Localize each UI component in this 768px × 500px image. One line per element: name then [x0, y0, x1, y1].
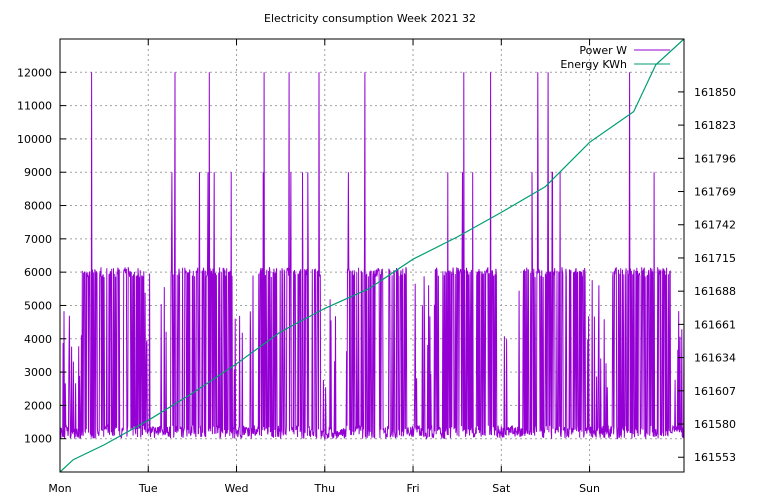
y-right-tick-label: 161796 — [694, 152, 736, 165]
x-tick-label: Sat — [492, 482, 511, 495]
y-left-tick-label: 9000 — [24, 166, 52, 179]
chart-title: Electricity consumption Week 2021 32 — [264, 12, 476, 25]
y-right-tick-label: 161580 — [694, 418, 736, 431]
y-left-tick-label: 6000 — [24, 266, 52, 279]
y-left-tick-label: 4000 — [24, 333, 52, 346]
y-right-tick-label: 161634 — [694, 352, 736, 365]
y-right-tick-label: 161553 — [694, 451, 736, 464]
y-left-tick-label: 11000 — [17, 100, 52, 113]
x-tick-label: Wed — [225, 482, 249, 495]
y-right-tick-label: 161742 — [694, 219, 736, 232]
x-tick-label: Fri — [406, 482, 419, 495]
y-left-tick-label: 1000 — [24, 433, 52, 446]
plot-frame — [59, 38, 685, 473]
y-right-tick-label: 161661 — [694, 318, 736, 331]
legend: Power W Energy KWh — [560, 44, 670, 71]
legend-label-power: Power W — [579, 44, 627, 57]
x-tick-label: Thu — [313, 482, 335, 495]
y-axis-left: 1000 2000 3000 4000 5000 6000 7000 8000 9000 1000… — [17, 66, 66, 446]
series-line-energy — [59, 38, 685, 473]
x-axis: Mon Tue Wed Thu Fri Sat Sun — [48, 39, 600, 495]
y-right-tick-label: 161769 — [694, 186, 736, 199]
x-tick-label: Tue — [138, 482, 158, 495]
y-left-tick-label: 7000 — [24, 233, 52, 246]
x-tick-label: Sun — [579, 482, 600, 495]
x-tick-label: Mon — [48, 482, 71, 495]
y-left-tick-label: 12000 — [17, 66, 52, 79]
y-axis-right: 161553 161580 161607 161634 161661 161688 1617… — [678, 86, 736, 464]
y-right-tick-label: 161607 — [694, 385, 736, 398]
legend-label-energy: Energy KWh — [560, 58, 627, 71]
series-line-power — [59, 72, 685, 441]
power-series — [59, 72, 685, 441]
energy-series — [59, 38, 685, 473]
y-right-tick-label: 161688 — [694, 285, 736, 298]
y-left-tick-label: 10000 — [17, 133, 52, 146]
y-right-tick-label: 161715 — [694, 252, 736, 265]
y-left-tick-label: 3000 — [24, 366, 52, 379]
y-left-tick-label: 8000 — [24, 200, 52, 213]
y-right-tick-label: 161850 — [694, 86, 736, 99]
y-left-tick-label: 5000 — [24, 299, 52, 312]
y-left-tick-label: 2000 — [24, 399, 52, 412]
y-right-tick-label: 161823 — [694, 119, 736, 132]
